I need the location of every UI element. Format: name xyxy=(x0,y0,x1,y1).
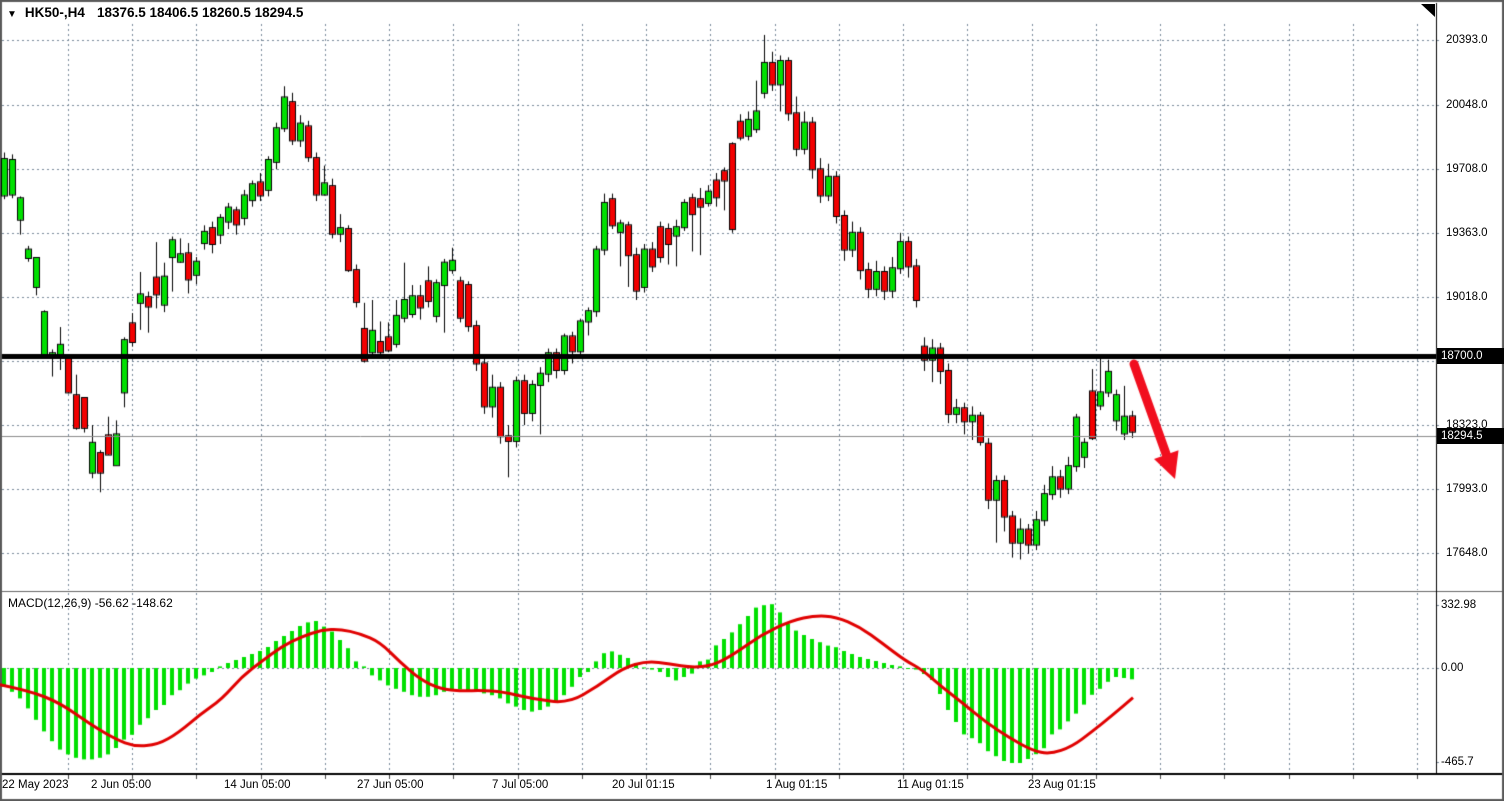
ohlc-values-label: 18376.5 18406.5 18260.5 18294.5 xyxy=(96,5,304,20)
price-tick-label: 20393.0 xyxy=(1446,34,1488,46)
symbol-period-label: HK50-,H4 xyxy=(24,5,85,20)
price-tick-label: 17993.0 xyxy=(1446,483,1488,495)
macd-tick-label: 0.00 xyxy=(1441,662,1464,674)
chart-title: ▼ HK50-,H4 18376.5 18406.5 18260.5 18294.5 xyxy=(7,5,303,20)
macd-indicator-label: MACD(12,26,9) -56.62 -148.62 xyxy=(8,596,173,610)
macd-tick-label: 332.98 xyxy=(1441,599,1477,611)
hline-price-tag: 18700.0 xyxy=(1437,348,1504,364)
price-tick-label: 17648.0 xyxy=(1446,547,1488,559)
time-tick-label: 1 Aug 01:15 xyxy=(766,779,828,791)
time-tick-label: 23 Aug 01:15 xyxy=(1028,779,1096,791)
macd-name: MACD(12,26,9) xyxy=(8,596,92,610)
time-tick-label: 11 Aug 01:15 xyxy=(897,779,964,791)
current-price-tag: 18294.5 xyxy=(1437,428,1504,444)
price-tick-label: 19708.0 xyxy=(1446,163,1488,175)
time-tick-label: 20 Jul 01:15 xyxy=(612,779,675,791)
time-tick-label: 22 May 2023 xyxy=(2,779,69,791)
price-tick-label: 19363.0 xyxy=(1446,227,1488,239)
time-tick-label: 2 Jun 05:00 xyxy=(91,779,152,791)
price-tick-label: 19018.0 xyxy=(1446,291,1488,303)
symbol-dropdown-icon: ▼ xyxy=(7,9,17,20)
time-tick-label: 14 Jun 05:00 xyxy=(224,779,291,791)
chart-shift-triangle-icon[interactable] xyxy=(1421,4,1435,17)
macd-tick-label: -465.7 xyxy=(1441,756,1474,768)
time-tick-label: 27 Jun 05:00 xyxy=(357,779,424,791)
price-tick-label: 20048.0 xyxy=(1446,99,1488,111)
time-tick-label: 7 Jul 05:00 xyxy=(492,779,549,791)
macd-values: -56.62 -148.62 xyxy=(94,596,173,610)
